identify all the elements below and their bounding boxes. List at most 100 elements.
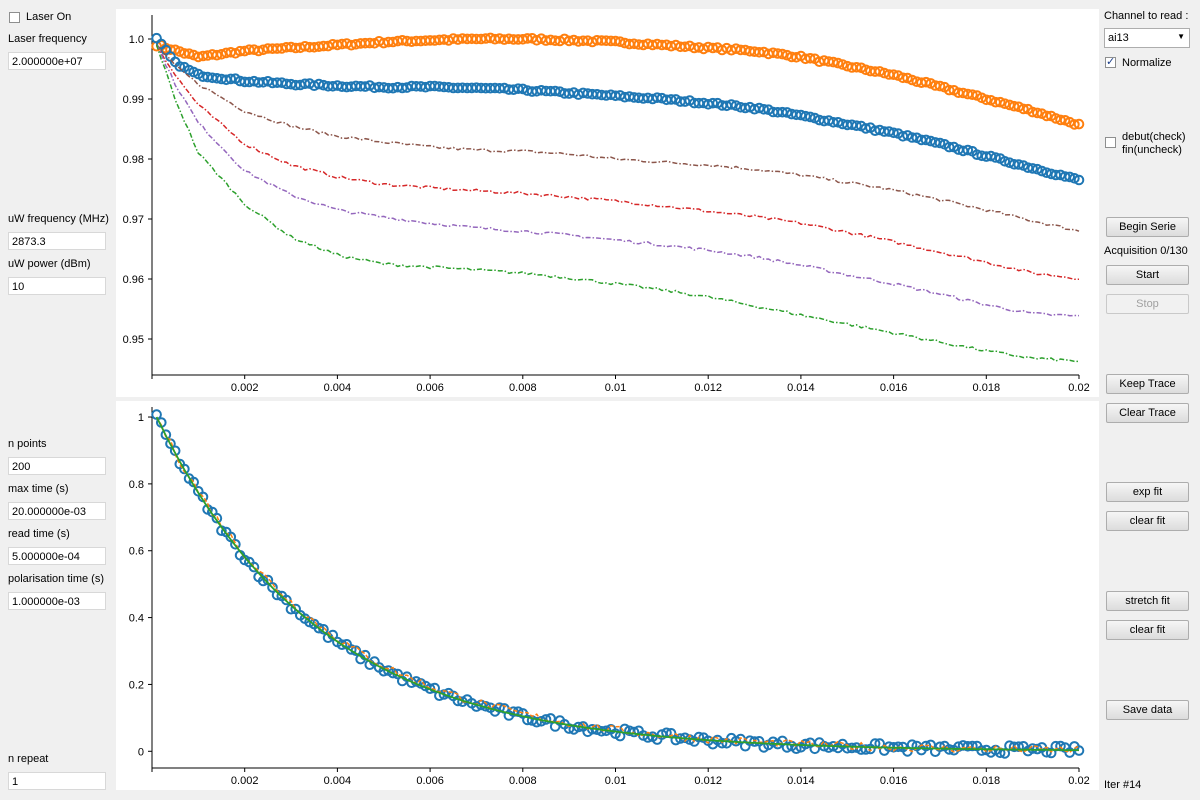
- data-point: [670, 734, 682, 746]
- data-point: [1008, 100, 1020, 112]
- start-button[interactable]: Start: [1106, 265, 1189, 285]
- keep-trace-button[interactable]: Keep Trace: [1106, 374, 1189, 394]
- top-plot: 0.002 0.004 0.006 0.008 0.01 0.012 0.014 0.016 0…: [123, 15, 1090, 394]
- data-point: [1073, 174, 1085, 186]
- polarisation-time-input[interactable]: 1.000000e-03: [8, 592, 106, 610]
- bottom-plot-panel[interactable]: 0.002 0.004 0.006 0.008 0.01 0.012 0.014 0.016 0…: [116, 401, 1099, 790]
- data-point: [925, 135, 937, 147]
- data-point: [943, 141, 955, 153]
- data-point: [832, 57, 844, 69]
- debut-checkbox[interactable]: [1105, 137, 1116, 148]
- data-point: [267, 582, 278, 593]
- data-point: [962, 144, 974, 156]
- exp-fit-button[interactable]: exp fit: [1106, 482, 1189, 502]
- n-points-input[interactable]: 200: [8, 457, 106, 475]
- data-point: [758, 104, 770, 115]
- x-tick-label: 0.02: [1068, 775, 1089, 787]
- y-tick-label: 0.8: [129, 479, 144, 491]
- data-point: [179, 463, 190, 475]
- data-point: [628, 726, 640, 738]
- data-point: [397, 82, 408, 94]
- uw-frequency-label: uW frequency (MHz): [8, 213, 109, 225]
- x-tick-label: 0.02: [1068, 382, 1089, 394]
- x-tick-label: 0.008: [509, 382, 537, 394]
- data-point: [1041, 167, 1052, 178]
- data-point: [804, 111, 816, 123]
- stretch-fit-button[interactable]: stretch fit: [1106, 591, 1189, 611]
- y-tick-label: 0: [138, 746, 144, 758]
- brown-series-line: [156, 43, 1080, 232]
- data-point: [494, 702, 505, 714]
- y-tick-label: 0.97: [123, 214, 144, 226]
- data-point: [313, 622, 325, 634]
- max-time-input[interactable]: 20.000000e-03: [8, 502, 106, 520]
- y-tick-label: 0.99: [123, 94, 144, 106]
- data-point: [225, 531, 237, 543]
- orange-series-line: [155, 416, 1080, 754]
- top-plot-panel[interactable]: 0.002 0.004 0.006 0.008 0.01 0.012 0.014 0.016 0…: [116, 9, 1099, 397]
- data-point: [522, 714, 533, 726]
- begin-serie-button[interactable]: Begin Serie: [1106, 217, 1189, 237]
- x-tick-label: 0.016: [880, 382, 908, 394]
- data-point: [920, 76, 932, 88]
- clear-fit-button-1[interactable]: clear fit: [1106, 511, 1189, 531]
- blue-series: [151, 32, 1085, 186]
- read-time-label: read time (s): [8, 528, 70, 540]
- data-point: [795, 109, 807, 121]
- read-time-input[interactable]: 5.000000e-04: [8, 547, 106, 565]
- data-point: [1073, 118, 1085, 130]
- x-tick-label: 0.012: [694, 775, 722, 787]
- laser-frequency-label: Laser frequency: [8, 33, 87, 45]
- x-tick-label: 0.018: [973, 382, 1001, 394]
- data-point: [804, 53, 816, 64]
- uw-frequency-input[interactable]: 2873.3: [8, 232, 106, 250]
- x-tick-label: 0.01: [605, 382, 626, 394]
- data-point: [614, 36, 626, 48]
- data-point: [1036, 165, 1048, 177]
- n-repeat-label: n repeat: [8, 753, 49, 765]
- data-point: [364, 37, 376, 49]
- x-tick-label: 0.002: [231, 775, 259, 787]
- data-point: [248, 561, 260, 573]
- chevron-down-icon: ▼: [1177, 32, 1185, 41]
- channel-select[interactable]: ai13 ▼: [1104, 28, 1190, 48]
- data-point: [336, 639, 348, 650]
- clear-trace-button[interactable]: Clear Trace: [1106, 403, 1189, 423]
- data-point: [174, 61, 186, 72]
- data-point: [531, 716, 543, 728]
- uw-power-input[interactable]: 10: [8, 277, 106, 295]
- data-point: [860, 64, 872, 76]
- data-point: [920, 134, 932, 146]
- stop-button[interactable]: Stop: [1106, 294, 1189, 314]
- x-tick-label: 0.002: [231, 382, 259, 394]
- save-data-button[interactable]: Save data: [1106, 700, 1189, 720]
- data-point: [1018, 103, 1029, 115]
- laser-frequency-input[interactable]: 2.000000e+07: [8, 52, 106, 70]
- data-point: [981, 94, 992, 106]
- x-tick-label: 0.016: [880, 775, 908, 787]
- data-point: [183, 48, 195, 60]
- purple-series-line: [155, 44, 1080, 317]
- orange-series: [151, 32, 1085, 130]
- data-point: [920, 740, 932, 752]
- data-point: [999, 156, 1011, 167]
- x-tick-label: 0.006: [416, 775, 444, 787]
- data-point: [985, 150, 997, 162]
- data-point: [693, 731, 705, 743]
- x-tick-label: 0.004: [324, 775, 352, 787]
- normalize-checkbox[interactable]: [1105, 55, 1116, 68]
- data-point: [707, 42, 719, 54]
- data-point: [262, 574, 274, 586]
- n-repeat-input[interactable]: 1: [8, 772, 106, 790]
- iter-label: Iter #14: [1104, 779, 1142, 791]
- data-point: [429, 682, 441, 694]
- laser-on-checkbox[interactable]: [9, 12, 20, 23]
- normalize-label: Normalize: [1122, 57, 1172, 69]
- max-time-label: max time (s): [8, 483, 69, 495]
- clear-fit-button-2[interactable]: clear fit: [1106, 620, 1189, 640]
- data-point: [346, 644, 357, 655]
- data-point: [1027, 163, 1038, 174]
- data-point: [1050, 113, 1062, 124]
- data-point: [225, 73, 237, 85]
- data-point: [549, 85, 561, 97]
